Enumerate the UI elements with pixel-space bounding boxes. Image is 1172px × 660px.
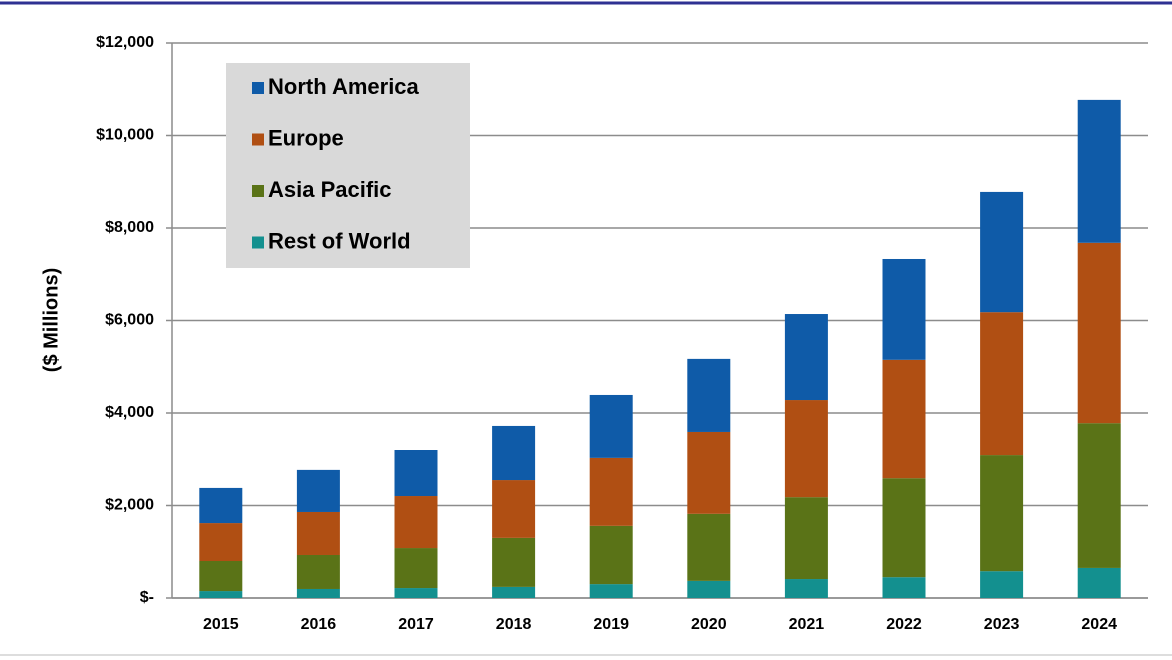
bar-segment — [882, 359, 926, 479]
bar-segment — [492, 480, 536, 538]
x-tick-label: 2023 — [984, 616, 1020, 633]
legend-label: Rest of World — [268, 228, 411, 253]
bar-segment — [687, 358, 731, 432]
bar-segment — [589, 584, 633, 598]
bar-segment — [784, 497, 828, 580]
bar-segment — [492, 425, 536, 481]
bar-segment — [394, 588, 438, 598]
bar-segment — [980, 312, 1024, 456]
legend-swatch — [252, 236, 264, 249]
bar-segment — [784, 400, 828, 498]
bar-segment — [199, 591, 243, 598]
y-tick-label: $4,000 — [105, 404, 154, 421]
bar-segment — [296, 588, 340, 598]
bar-segment — [1077, 99, 1121, 243]
x-tick-label: 2021 — [789, 616, 825, 633]
bar-segment — [980, 191, 1024, 313]
y-tick-label: $2,000 — [105, 497, 154, 514]
bar-segment — [882, 258, 926, 360]
bar-segment — [394, 548, 438, 589]
legend-swatch — [252, 82, 264, 94]
x-tick-label: 2019 — [593, 616, 629, 633]
bar-segment — [1077, 242, 1121, 424]
bar-segment — [980, 571, 1024, 598]
y-tick-label: $8,000 — [105, 219, 154, 236]
bar-segment — [589, 525, 633, 585]
bar-segment — [296, 511, 340, 555]
legend-label: North America — [268, 74, 420, 99]
bar-segment — [784, 314, 828, 401]
bar-segment — [394, 496, 438, 549]
bar-segment — [882, 478, 926, 578]
legend-box — [226, 63, 470, 268]
bar-segment — [394, 450, 438, 497]
bar-segment — [492, 537, 536, 587]
bar-segment — [492, 586, 536, 598]
bar-segment — [589, 457, 633, 526]
bar-segment — [784, 579, 828, 598]
y-tick-label: $12,000 — [96, 34, 154, 51]
x-tick-label: 2022 — [886, 616, 922, 633]
legend-swatch — [252, 185, 264, 197]
bar-segment — [687, 513, 731, 581]
y-tick-label: $10,000 — [96, 127, 154, 144]
legend-label: Europe — [268, 125, 344, 150]
bar-segment — [1077, 423, 1121, 568]
bar-segment — [199, 487, 243, 524]
bar-segment — [199, 561, 243, 592]
x-tick-label: 2016 — [301, 616, 337, 633]
x-tick-label: 2017 — [398, 616, 434, 633]
bar-segment — [687, 431, 731, 514]
y-tick-label: $6,000 — [105, 312, 154, 329]
x-tick-label: 2018 — [496, 616, 532, 633]
bar-segment — [980, 455, 1024, 572]
x-tick-label: 2015 — [203, 616, 239, 633]
bar-segment — [882, 577, 926, 598]
y-axis-label: ($ Millions) — [40, 268, 62, 372]
bar-segment — [296, 469, 340, 512]
bar-segment — [296, 554, 340, 589]
bar-segment — [589, 394, 633, 458]
x-tick-label: 2020 — [691, 616, 727, 633]
legend-label: Asia Pacific — [268, 177, 392, 202]
legend-swatch — [252, 133, 264, 146]
bar-segment — [199, 523, 243, 561]
x-tick-label: 2024 — [1081, 616, 1117, 633]
bar-segment — [687, 580, 731, 598]
bar-segment — [1077, 567, 1121, 598]
y-tick-label: $- — [140, 589, 154, 606]
